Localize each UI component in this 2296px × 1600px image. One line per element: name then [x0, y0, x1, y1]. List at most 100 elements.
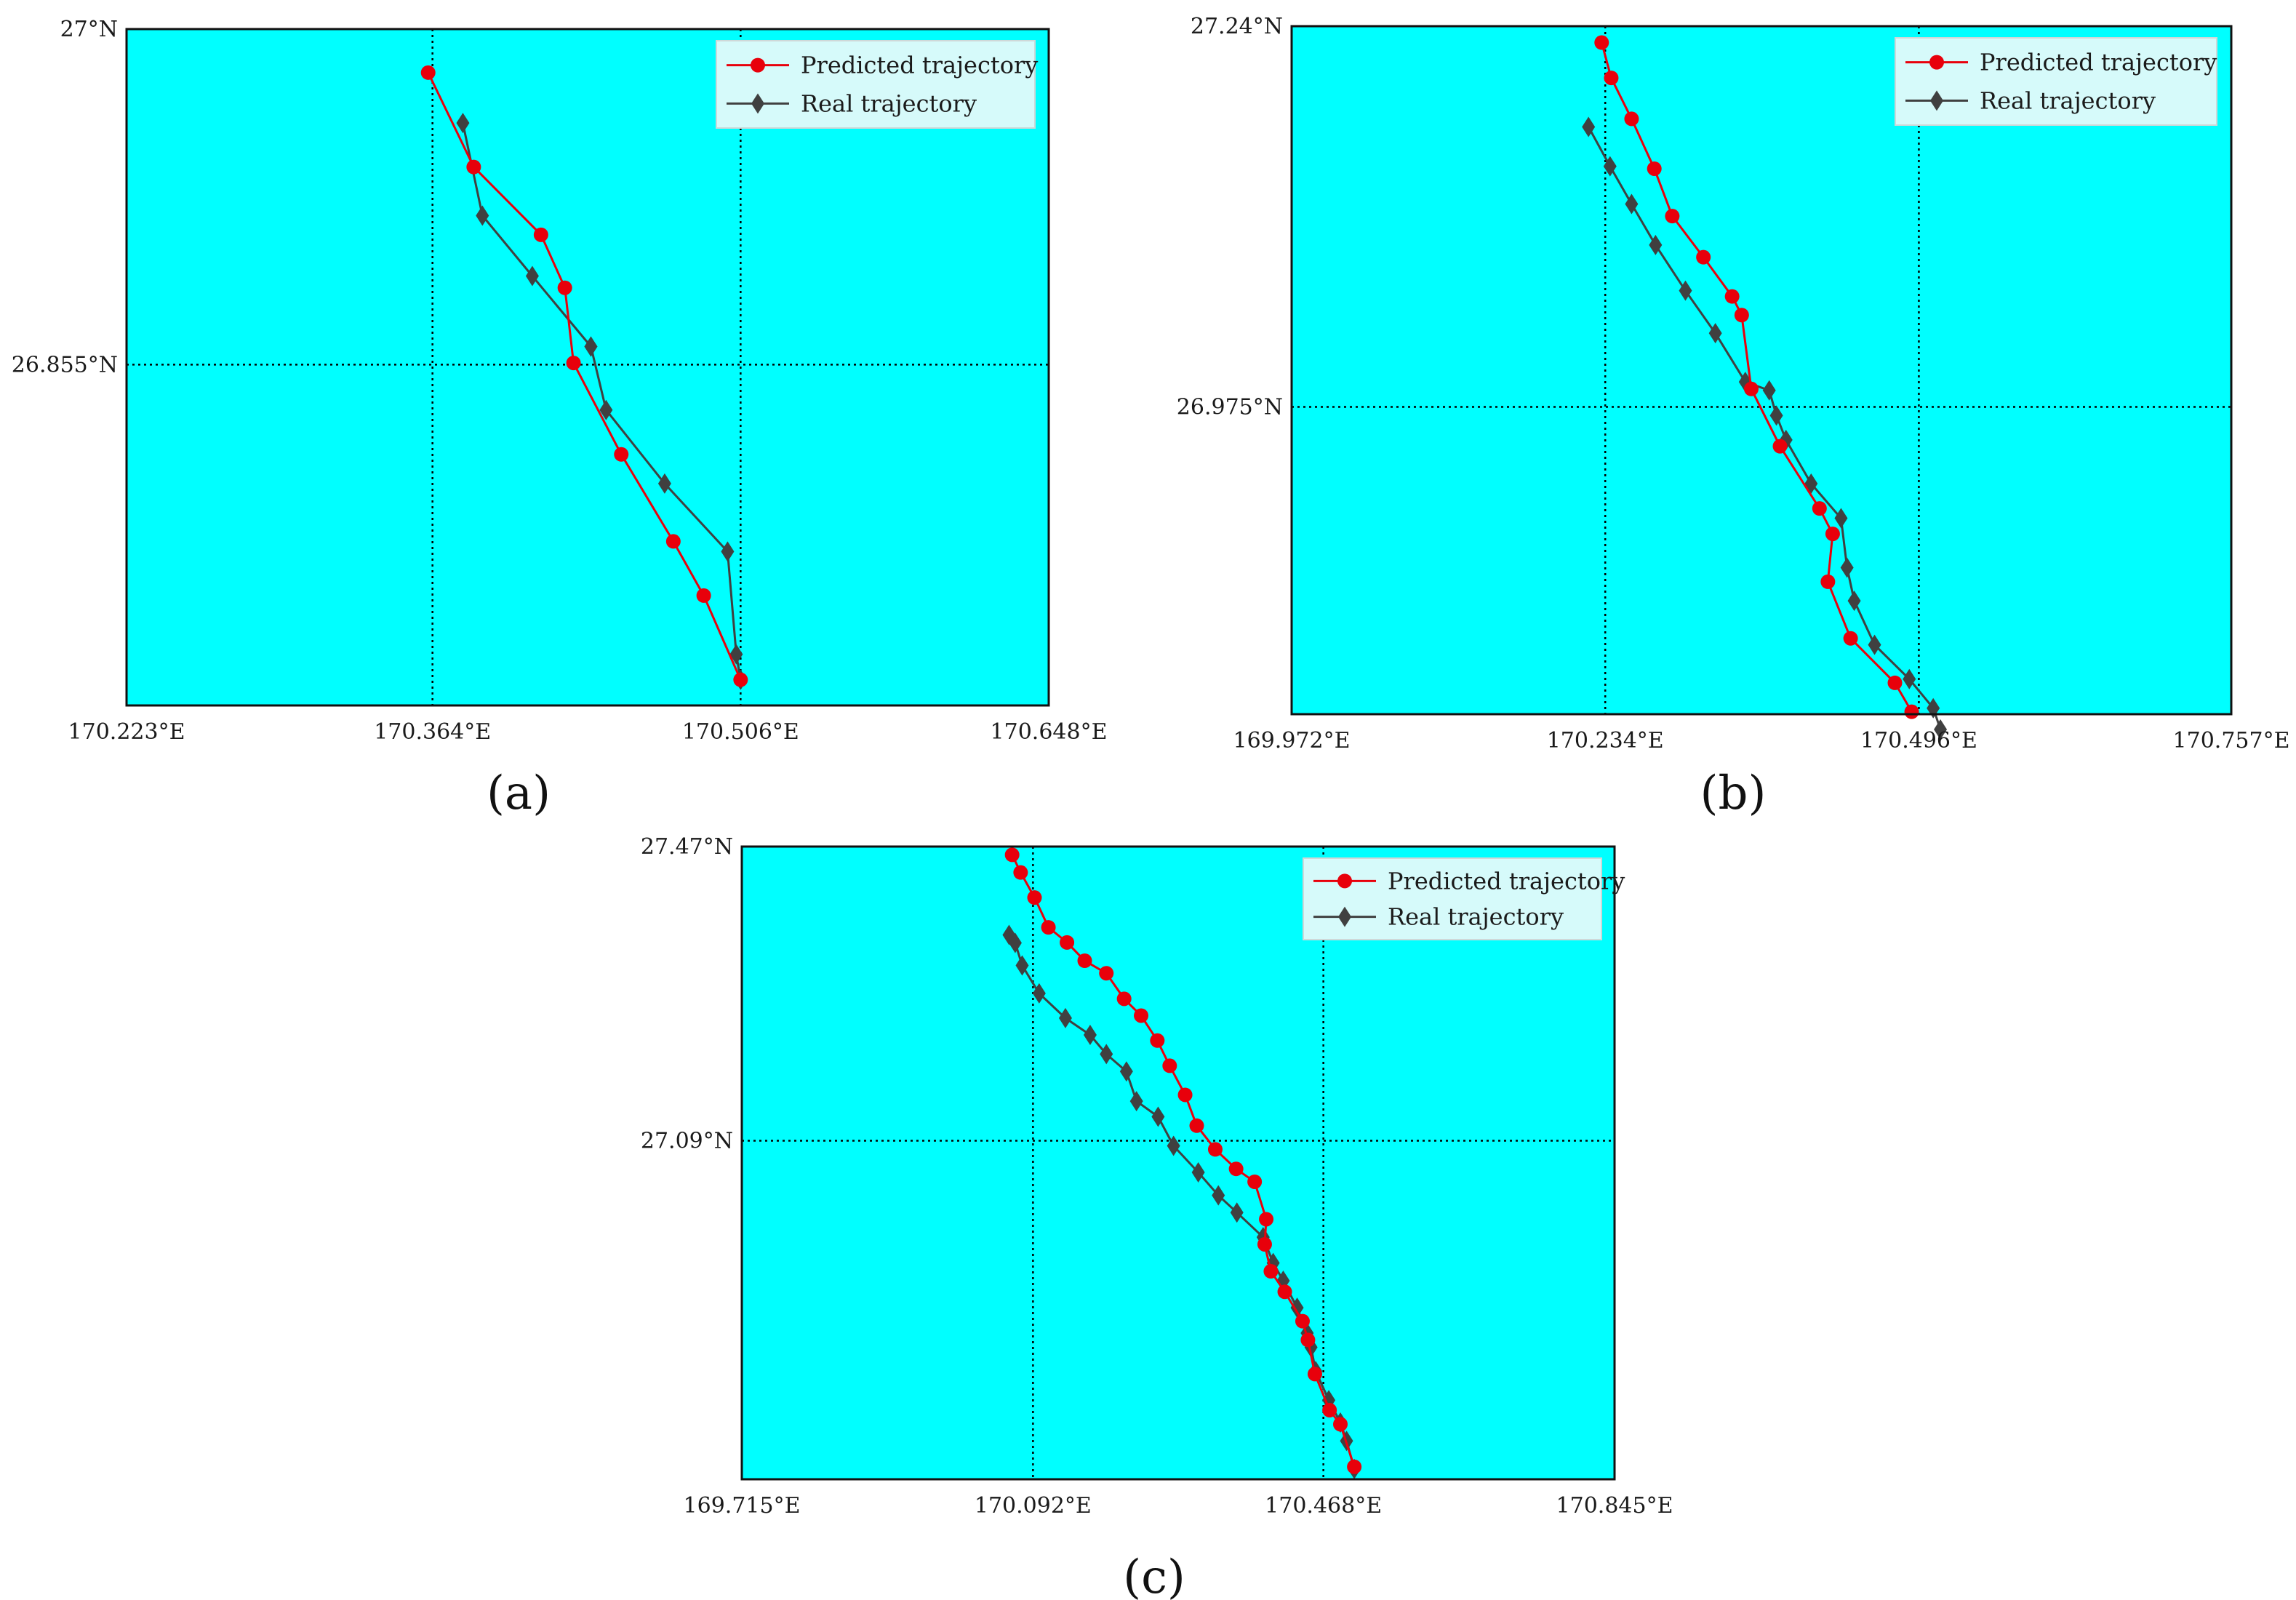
panel-c-frame	[740, 845, 1616, 1481]
panel-b-legend: Predicted trajectory Real trajectory	[1895, 37, 2217, 126]
panel-a-real-point	[476, 205, 489, 226]
panel-c-chart: 169.715°E 170.092°E 170.468°E 170.845°E 27.0…	[641, 834, 1673, 1600]
panel-a-x-tick-label: 170.223°E	[68, 719, 185, 745]
panel-a-legend-predicted-marker	[751, 57, 765, 73]
panel-b-x-tick-label: 169.972°E	[1233, 728, 1351, 753]
panel-c-predicted-point	[1162, 1058, 1177, 1073]
panel-c-real-point	[1212, 1185, 1225, 1206]
panel-b-predicted-point	[1665, 209, 1680, 224]
panel-c-predicted-point	[1207, 1142, 1223, 1157]
panel-c-real-point	[1058, 1007, 1072, 1028]
panel-b-legend-real-marker	[1930, 90, 1943, 111]
panel-c-x-tick-label: 169.715°E	[684, 1493, 801, 1519]
panel-c-real-point	[1151, 1106, 1165, 1127]
panel-a-y-tick-label: 27°N	[60, 17, 118, 42]
panel-a-predicted-point	[420, 65, 436, 80]
panel-b-chart: 169.972°E 170.234°E 170.496°E 170.757°E 26.9…	[1177, 14, 2290, 820]
panel-b-predicted-line	[1600, 42, 1913, 713]
panel-b-real-point	[1834, 508, 1848, 529]
panel-c-predicted-point	[1307, 1367, 1322, 1382]
panel-c-real-point	[1032, 983, 1046, 1004]
panel-b-predicted-point	[1724, 289, 1740, 304]
panel-b-y-tick-label: 27.24°N	[1191, 14, 1283, 39]
panel-c-x-tick-label: 170.468°E	[1265, 1493, 1382, 1519]
panel-b-real-point	[1840, 557, 1854, 578]
panel-a-legend-real-label: Real trajectory	[801, 89, 977, 117]
panel-a-real-point	[599, 399, 613, 420]
panel-b-predicted-point	[1772, 439, 1788, 454]
panel-b-real-point	[1769, 405, 1783, 426]
panel-b-y-tick-label: 26.975°N	[1177, 394, 1283, 420]
panel-a-predicted-point	[696, 588, 711, 603]
panel-a-label: (a)	[487, 767, 551, 820]
panel-b-legend-predicted-marker	[1929, 55, 1944, 70]
panel-b-predicted-point	[1696, 249, 1711, 265]
panel-b-real-point	[1868, 634, 1881, 655]
panel-b-predicted-point	[1744, 381, 1759, 396]
panel-b-predicted-point	[1594, 35, 1609, 50]
panel-c-real-point	[1191, 1161, 1205, 1183]
panel-b-predicted-point	[1647, 161, 1662, 176]
panel-c-predicted-point	[1259, 1212, 1274, 1227]
panel-c-legend-predicted-marker	[1337, 873, 1352, 889]
panel-b-x-tick-label: 170.496°E	[1860, 728, 1977, 753]
panel-a-legend-box	[716, 40, 1036, 129]
panel-b-predicted-point	[1904, 704, 1919, 719]
panel-c-x-tick-label: 170.845°E	[1556, 1493, 1673, 1519]
panel-b-real-point	[1903, 668, 1916, 689]
panel-c-legend: Predicted trajectory Real trajectory	[1303, 857, 1625, 940]
panel-b-predicted-point	[1820, 574, 1836, 589]
panel-c-predicted-point	[1333, 1417, 1348, 1432]
panel-c-x-tick-label: 170.092°E	[975, 1493, 1092, 1519]
panel-c-label: (c)	[1123, 1551, 1185, 1600]
panel-b-x-tick-label: 170.234°E	[1547, 728, 1664, 753]
panel-a-predicted-point	[665, 534, 681, 549]
panel-a-legend-real-marker	[751, 93, 764, 114]
panel-c-predicted-point	[1295, 1313, 1310, 1329]
panel-a-y-tick-label: 26.855°N	[12, 352, 118, 377]
panel-a-frame	[125, 28, 1050, 707]
panel-c-predicted-point	[1150, 1033, 1165, 1048]
panel-b-real-line	[1587, 126, 1942, 730]
panel-b-legend-real-label: Real trajectory	[1980, 87, 2156, 114]
panel-c-predicted-point	[1257, 1236, 1272, 1252]
panel-c-predicted-point	[1027, 890, 1042, 905]
panel-c-predicted-point	[1013, 865, 1028, 880]
panel-b-real-point	[1582, 116, 1596, 137]
panel-c-predicted-point	[1041, 920, 1056, 935]
panel-c-predicted-point	[1228, 1161, 1244, 1177]
panel-a-predicted-point	[733, 672, 748, 687]
panel-b-x-tick-label: 170.757°E	[2173, 728, 2290, 753]
panel-c-real-point	[1290, 1297, 1304, 1319]
panel-b-real-point	[1762, 380, 1776, 401]
panel-a-real-point	[729, 644, 743, 665]
panel-c-predicted-point	[1189, 1118, 1204, 1133]
panel-b-predicted-point	[1887, 675, 1903, 690]
panel-c-real-point	[1015, 955, 1029, 976]
panel-c-predicted-point	[1116, 991, 1132, 1007]
panel-c-predicted-point	[1300, 1332, 1316, 1348]
panel-c-real-point	[1008, 932, 1022, 953]
panel-a-predicted-point	[614, 447, 629, 462]
panel-b-legend-predicted-label: Predicted trajectory	[1980, 49, 2217, 76]
panel-c-predicted-point	[1077, 953, 1092, 968]
panel-a-x-tick-label: 170.364°E	[374, 719, 491, 745]
panel-c-y-tick-label: 27.09°N	[641, 1128, 733, 1153]
panel-b-real-point	[1649, 234, 1663, 255]
panel-b-predicted-point	[1734, 308, 1749, 323]
panel-c-legend-predicted-label: Predicted trajectory	[1388, 867, 1625, 895]
panel-c-predicted-point	[1099, 966, 1114, 981]
panel-c-predicted-point	[1134, 1008, 1149, 1023]
panel-c-predicted-point	[1060, 935, 1075, 950]
panel-a-predicted-point	[557, 280, 572, 295]
panel-a-x-tick-label: 170.648°E	[991, 719, 1108, 745]
panel-a-real-point	[525, 265, 539, 287]
panel-c-predicted-point	[1347, 1459, 1362, 1474]
panel-b-predicted-point	[1812, 501, 1827, 516]
panel-c-legend-box	[1303, 857, 1602, 940]
panel-b-real-point	[1847, 591, 1861, 612]
panel-a-legend-predicted-label: Predicted trajectory	[801, 52, 1038, 79]
panel-b-predicted-point	[1604, 71, 1619, 86]
panel-a-plot-area	[127, 29, 1049, 705]
panel-a-legend: Predicted trajectory Real trajectory	[716, 40, 1038, 129]
